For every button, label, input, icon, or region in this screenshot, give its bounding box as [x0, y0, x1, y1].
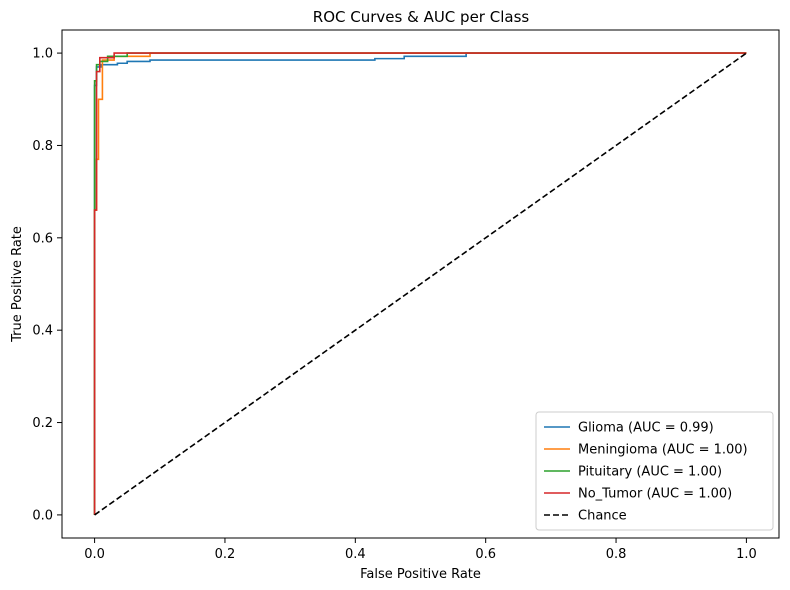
chart-title: ROC Curves & AUC per Class	[313, 8, 530, 26]
legend-entry: No_Tumor (AUC = 1.00)	[578, 487, 732, 502]
legend-box	[535, 411, 774, 531]
legend-entry: Pituitary (AUC = 1.00)	[578, 465, 722, 480]
legend-entry: Glioma (AUC = 0.99)	[578, 421, 714, 436]
y-tick-label: 1.0	[32, 47, 53, 62]
x-tick-label: 1.0	[736, 547, 757, 562]
x-tick-label: 0.2	[215, 547, 236, 562]
x-axis-label: False Positive Rate	[360, 567, 481, 582]
legend-entry: Chance	[578, 509, 627, 524]
x-tick-label: 0.0	[84, 547, 105, 562]
y-tick-label: 0.4	[32, 324, 53, 339]
x-tick-label: 0.4	[345, 547, 366, 562]
x-tick-label: 0.6	[475, 547, 496, 562]
x-tick-label: 0.8	[606, 547, 627, 562]
plot-frame	[61, 29, 780, 539]
series-line-4	[94, 52, 747, 516]
y-tick-label: 0.2	[32, 416, 53, 431]
y-axis-label: True Positive Rate	[10, 226, 25, 343]
legend-entry: Meningioma (AUC = 1.00)	[578, 443, 748, 458]
series-line-3	[93, 52, 747, 515]
y-tick-label: 0.6	[32, 231, 53, 246]
y-tick-label: 0.0	[32, 508, 53, 523]
legend: Glioma (AUC = 0.99) Meningioma (AUC = 1.0…	[535, 411, 774, 531]
y-tick-label: 0.8	[32, 139, 53, 154]
